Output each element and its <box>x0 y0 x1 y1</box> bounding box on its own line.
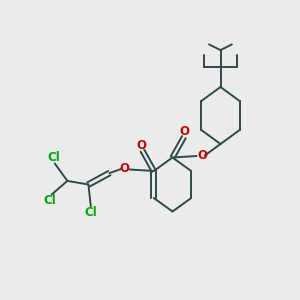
Text: Cl: Cl <box>47 151 60 164</box>
Text: O: O <box>136 139 146 152</box>
Text: Cl: Cl <box>43 194 56 207</box>
Text: O: O <box>197 148 207 162</box>
Text: O: O <box>179 125 190 138</box>
Text: O: O <box>119 162 129 175</box>
Text: Cl: Cl <box>85 206 98 219</box>
